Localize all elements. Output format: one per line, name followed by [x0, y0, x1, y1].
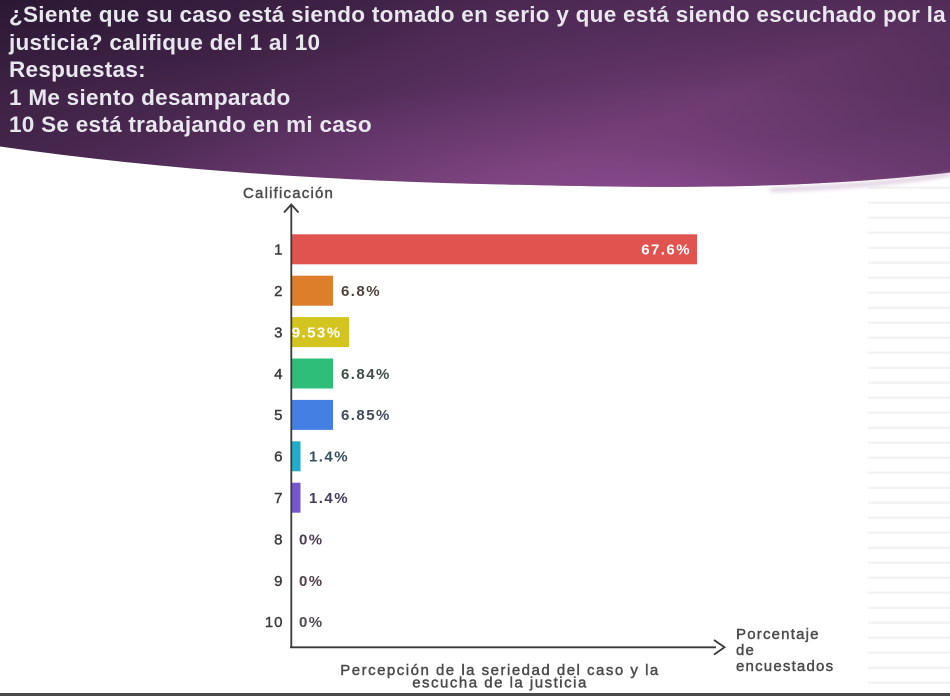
svg-text:4: 4: [274, 366, 283, 383]
svg-text:escucha de la justicia: escucha de la justicia: [412, 675, 588, 692]
svg-text:67.6%: 67.6%: [641, 242, 691, 259]
svg-text:6.84%: 6.84%: [341, 366, 391, 383]
svg-text:6.8%: 6.8%: [341, 283, 381, 300]
svg-text:0%: 0%: [299, 531, 324, 548]
svg-text:Porcentaje: Porcentaje: [736, 626, 820, 643]
svg-text:1.4%: 1.4%: [309, 490, 349, 507]
svg-text:1.4%: 1.4%: [309, 449, 349, 466]
svg-text:0%: 0%: [299, 614, 324, 631]
svg-text:Calificación: Calificación: [243, 185, 334, 202]
svg-text:de: de: [736, 642, 755, 659]
svg-text:8: 8: [274, 531, 283, 548]
svg-text:6.85%: 6.85%: [341, 407, 391, 424]
svg-text:9: 9: [274, 573, 283, 590]
svg-text:2: 2: [274, 283, 283, 300]
svg-text:1: 1: [274, 242, 283, 259]
svg-text:Percepción de la seriedad del: Percepción de la seriedad del caso y la: [340, 662, 660, 679]
svg-text:7: 7: [274, 490, 283, 507]
svg-text:9.53%: 9.53%: [292, 324, 342, 341]
svg-text:5: 5: [274, 407, 283, 424]
svg-text:encuestados: encuestados: [736, 658, 834, 675]
svg-text:0%: 0%: [299, 573, 324, 590]
svg-text:6: 6: [274, 449, 283, 466]
svg-text:10: 10: [265, 614, 284, 631]
svg-text:3: 3: [274, 324, 283, 341]
